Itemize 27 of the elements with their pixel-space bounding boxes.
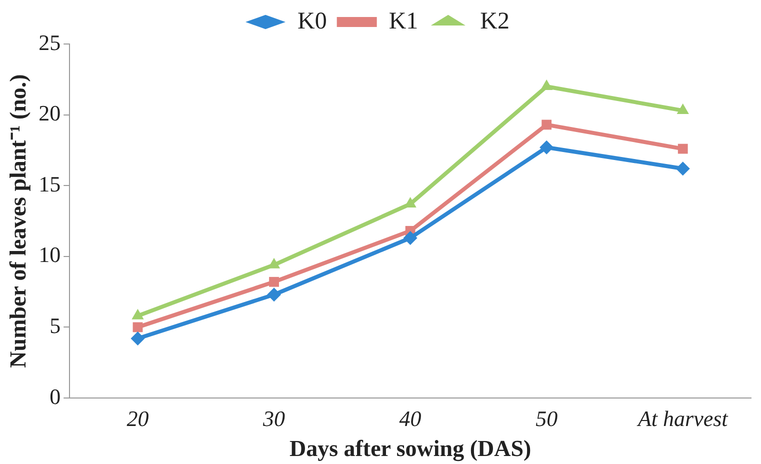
y-tick-label: 15 — [38, 171, 61, 196]
point — [542, 120, 552, 130]
point — [403, 230, 418, 245]
point — [678, 144, 688, 154]
y-tick-label: 5 — [50, 312, 61, 338]
point — [267, 288, 282, 302]
y-tick-label: 10 — [38, 242, 61, 268]
y-tick-label: 25 — [38, 30, 61, 55]
point — [540, 79, 553, 90]
point — [269, 276, 279, 287]
point — [130, 332, 145, 346]
y-tick-label: 0 — [50, 384, 61, 409]
x-tick-label: 40 — [399, 406, 422, 431]
x-tick-label: 20 — [126, 406, 149, 431]
y-tick-label: 20 — [38, 100, 61, 126]
point — [676, 104, 689, 114]
x-tick-label: 50 — [536, 406, 558, 431]
x-tick-label: 30 — [262, 406, 286, 431]
legend-label: K0 — [298, 8, 327, 34]
y-axis-title: Number of leaves plant⁻¹ (no.) — [6, 74, 31, 368]
point — [540, 140, 554, 154]
point — [132, 322, 143, 332]
x-tick-label: At harvest — [636, 406, 729, 431]
x-axis-title: Days after sowing (DAS) — [289, 436, 532, 462]
legend-label: K2 — [480, 8, 510, 34]
legend-label: K1 — [388, 8, 418, 34]
point — [676, 162, 690, 176]
